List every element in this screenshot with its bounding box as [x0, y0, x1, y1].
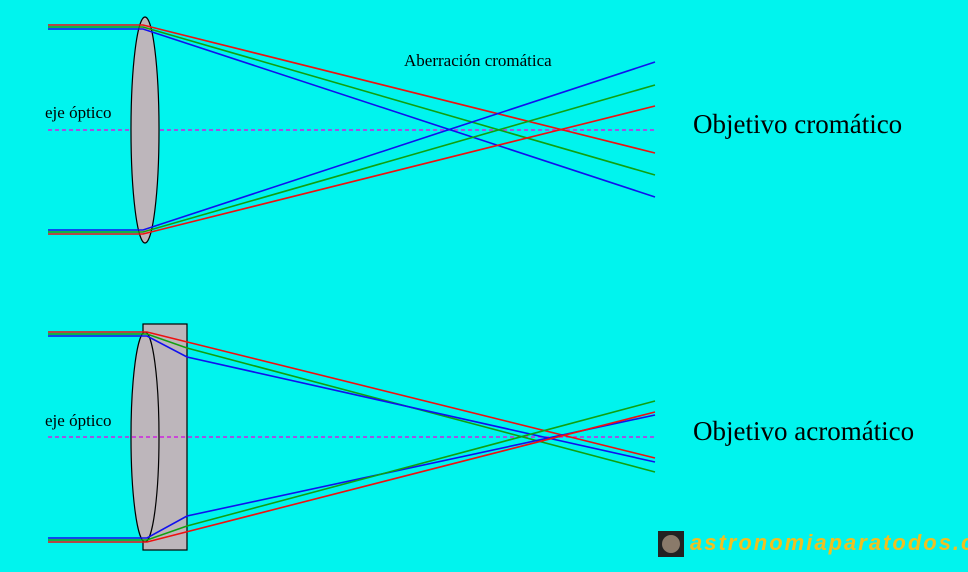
ray-blue [48, 414, 656, 539]
ray-red [48, 411, 656, 543]
ray-green [48, 400, 656, 541]
axis-label: eje óptico [45, 411, 112, 430]
ray-green [48, 26, 656, 176]
axis-label: eje óptico [45, 103, 112, 122]
achromatic-lens-group [48, 323, 656, 551]
lens [130, 16, 160, 244]
ray-blue [48, 28, 656, 198]
ray-red [48, 331, 656, 459]
ray-red [48, 105, 656, 235]
chromatic-lens-group [48, 16, 656, 244]
logo-planet [662, 535, 680, 553]
title: Objetivo cromático [693, 109, 902, 139]
logo-text: astronomiaparatodos.com [690, 530, 968, 555]
ray-blue [48, 61, 656, 231]
ray-red [48, 24, 656, 154]
annotation: Aberración cromática [404, 51, 552, 70]
ray-green [48, 84, 656, 233]
ray-blue [48, 335, 656, 463]
title: Objetivo acromático [693, 416, 914, 446]
